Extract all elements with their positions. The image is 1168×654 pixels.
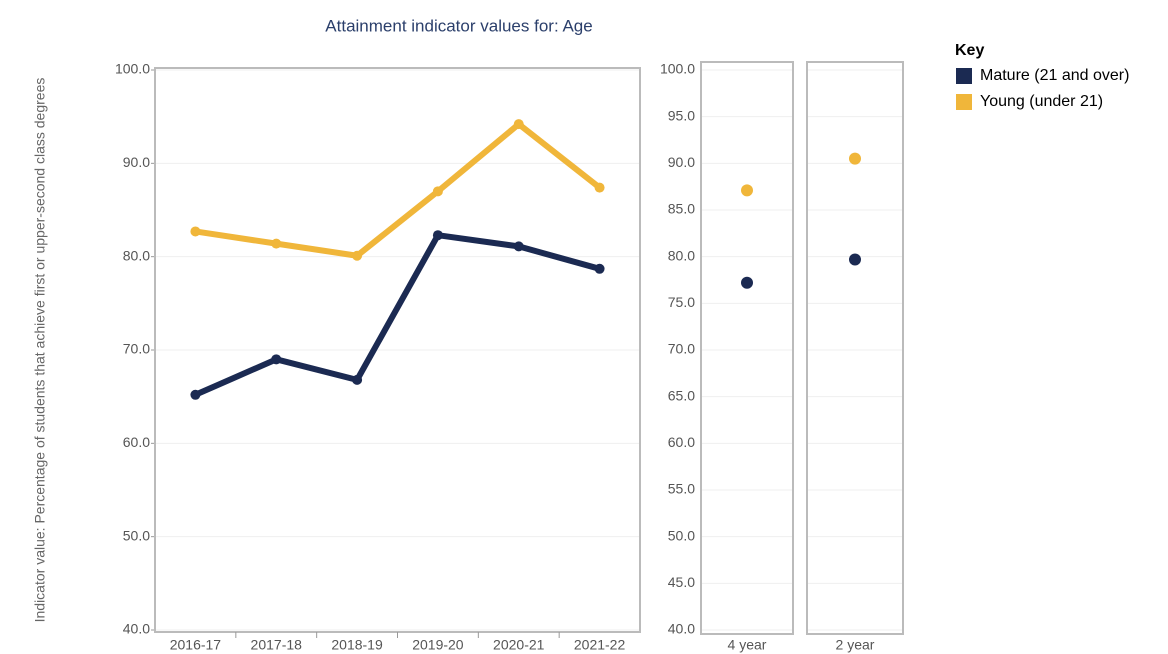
data-point	[190, 389, 201, 400]
data-point	[271, 354, 282, 365]
x-tick-label: 2018-19	[331, 637, 383, 653]
data-point	[190, 226, 201, 237]
x-tick-label: 2021-22	[574, 637, 626, 653]
y-tick-label: 55.0	[668, 481, 695, 497]
x-tick-label: 4 year	[728, 637, 767, 653]
data-point	[741, 184, 753, 197]
data-point	[594, 263, 605, 274]
y-tick-label: 85.0	[668, 201, 695, 217]
legend-entry: Young (under 21)	[980, 93, 1103, 110]
series-line	[194, 121, 602, 259]
x-tick-label: 2017-18	[251, 637, 303, 653]
data-point	[513, 119, 524, 130]
x-tick-label: 2020-21	[493, 637, 545, 653]
x-tick-label: 2016-17	[170, 637, 222, 653]
y-tick-label: 80.0	[668, 247, 695, 263]
chart-title: Attainment indicator values for: Age	[325, 16, 592, 35]
y-tick-label: 95.0	[668, 107, 695, 123]
y-tick-label: 80.0	[123, 247, 150, 263]
data-point	[352, 374, 363, 385]
legend-entry: Mature (21 and over)	[980, 67, 1129, 84]
y-tick-label: 90.0	[668, 154, 695, 170]
legend-swatch	[956, 94, 972, 110]
y-axis-label: Indicator value: Percentage of students …	[31, 77, 48, 623]
y-tick-label: 65.0	[668, 387, 695, 403]
panel-frame	[806, 61, 904, 635]
y-tick-label: 100.0	[115, 61, 150, 77]
y-tick-label: 90.0	[123, 154, 150, 170]
series-line	[194, 232, 601, 398]
y-tick-label: 50.0	[668, 527, 695, 543]
y-tick-label: 70.0	[668, 341, 695, 357]
data-point	[849, 253, 861, 266]
y-tick-label: 60.0	[123, 434, 150, 450]
legend-swatch	[956, 68, 972, 84]
data-point	[513, 241, 524, 252]
y-tick-label: 60.0	[668, 434, 695, 450]
y-tick-label: 100.0	[660, 61, 695, 77]
data-point	[271, 238, 282, 249]
y-tick-label: 40.0	[668, 621, 695, 637]
y-tick-label: 70.0	[123, 341, 150, 357]
data-point	[849, 152, 861, 165]
x-tick-label: 2019-20	[412, 637, 464, 653]
data-point	[741, 276, 753, 289]
y-tick-label: 50.0	[123, 527, 150, 543]
data-point	[594, 182, 605, 193]
y-tick-label: 40.0	[123, 621, 150, 637]
x-tick-label: 2 year	[836, 637, 875, 653]
y-tick-label: 75.0	[668, 294, 695, 310]
legend-title: Key	[955, 42, 984, 59]
panel-frame	[700, 61, 794, 635]
data-point	[432, 186, 443, 197]
y-tick-label: 45.0	[668, 574, 695, 590]
data-point	[352, 250, 363, 261]
data-point	[432, 230, 443, 241]
